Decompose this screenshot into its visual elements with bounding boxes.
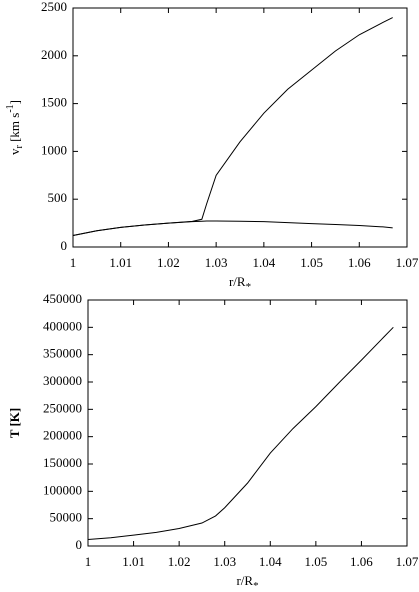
y-tick-label: 400000: [43, 318, 82, 333]
x-tick-label: 1.02: [168, 554, 191, 569]
y-tick-label: 50000: [50, 510, 83, 525]
y-tick-label: 350000: [43, 346, 82, 361]
data-line: [87, 326, 394, 540]
x-tick-label: 1.06: [350, 554, 373, 569]
y-tick-label: 200000: [43, 428, 82, 443]
x-tick-label: 1.01: [109, 255, 132, 270]
y-tick-label: 450000: [43, 291, 82, 306]
x-tick-label: 1.03: [213, 554, 236, 569]
y-tick-label: 100000: [43, 482, 82, 497]
y-axis-label-part: T [K]: [7, 408, 22, 438]
x-axis-label-part: r/R: [236, 573, 253, 588]
y-tick-label: 500: [48, 190, 68, 205]
x-tick-label: 1: [70, 255, 77, 270]
y-tick-label: 300000: [43, 373, 82, 388]
x-tick-label: 1.01: [122, 554, 145, 569]
x-tick-label: 1.05: [304, 554, 327, 569]
y-tick-label: 0: [76, 537, 83, 552]
y-axis-label-part: v: [7, 148, 22, 155]
y-tick-label: 0: [61, 238, 68, 253]
x-axis-label-part: r/R: [229, 274, 246, 289]
x-tick-label: 1: [85, 554, 92, 569]
x-tick-label: 1.04: [252, 255, 275, 270]
y-axis-label-part: [km s: [7, 113, 22, 146]
y-tick-label: 1500: [41, 95, 67, 110]
y-tick-label: 2500: [41, 0, 67, 14]
x-tick-label: 1.02: [157, 255, 180, 270]
data-line: [72, 220, 393, 237]
y-axis-label: vr [km s-1]: [5, 100, 25, 155]
y-axis-label: T [K]: [7, 408, 22, 438]
y-tick-label: 150000: [43, 455, 82, 470]
x-tick-label: 1.03: [205, 255, 228, 270]
x-axis-label: r/R*: [236, 573, 258, 592]
x-tick-label: 1.06: [348, 255, 371, 270]
y-axis-label-part: -1: [5, 104, 16, 112]
x-tick-label: 1.07: [396, 554, 419, 569]
plot-frame: [87, 299, 408, 547]
y-axis-label-part: ]: [7, 100, 22, 104]
plot-frame: [72, 7, 408, 248]
y-tick-label: 250000: [43, 400, 82, 415]
x-axis-label: r/R*: [229, 274, 251, 293]
x-tick-label: 1.07: [396, 255, 419, 270]
data-line: [72, 17, 393, 237]
y-tick-label: 2000: [41, 47, 67, 62]
y-axis-label-part: r: [14, 145, 25, 149]
x-tick-label: 1.05: [300, 255, 323, 270]
x-axis-label-part: *: [253, 580, 259, 592]
x-tick-label: 1.04: [259, 554, 282, 569]
x-axis-label-part: *: [246, 281, 252, 293]
y-tick-label: 1000: [41, 142, 67, 157]
